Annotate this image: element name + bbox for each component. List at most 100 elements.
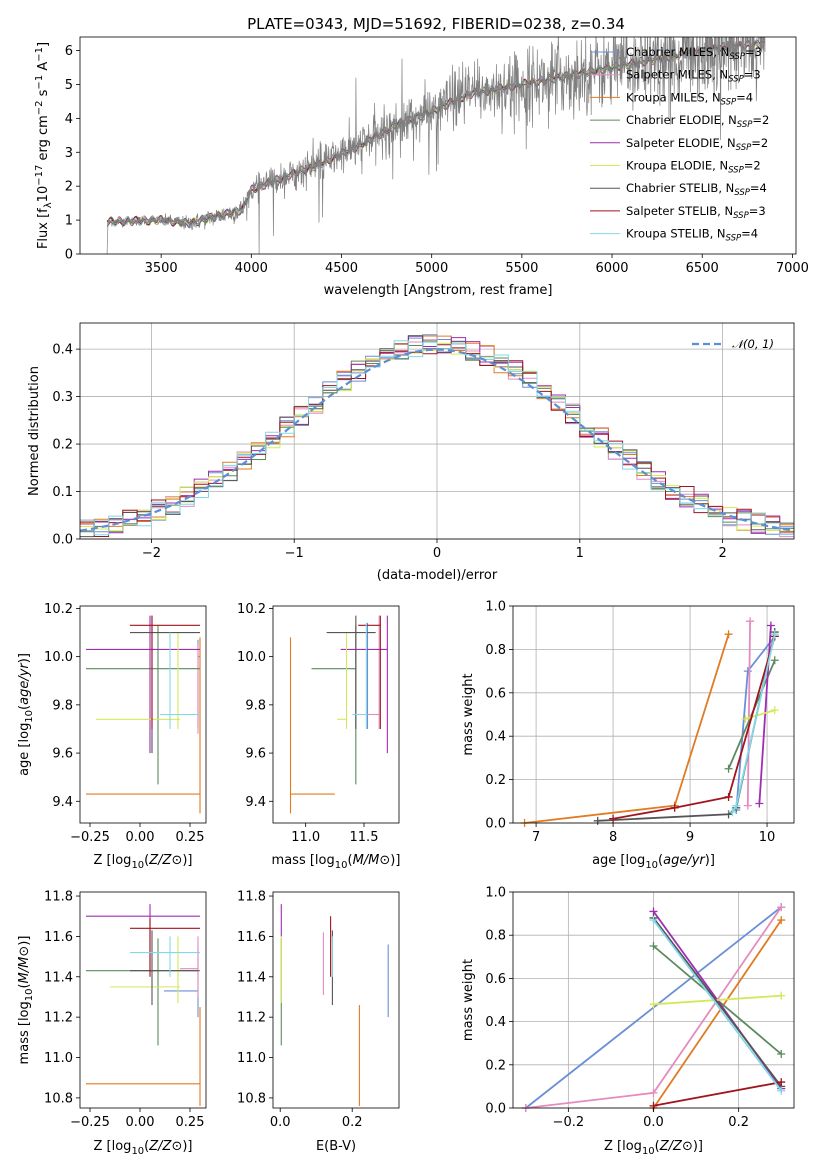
x-tick-label: 1 [576, 546, 584, 561]
data-point-marker [728, 808, 737, 817]
x-tick-label: 10 [759, 830, 776, 845]
y-axis-label-part: 10 [36, 186, 51, 203]
legend-label: Chabrier MILES, NSSP=3 [626, 45, 762, 62]
y-tick-label: 0.2 [485, 773, 506, 788]
y-tick-label: 0.6 [485, 686, 506, 701]
x-axis-label-part: )] [390, 853, 400, 868]
legend-label-part: Salpeter MILES, N [626, 68, 728, 82]
x-axis-label: Z [log10(Z/Z⊙)] [604, 1139, 703, 1157]
data-point-marker [724, 764, 733, 773]
x-axis-label-part: M/M⊙ [353, 853, 391, 868]
legend-label: Chabrier ELODIE, NSSP=2 [626, 113, 769, 130]
x-axis-label-part: Z [log [94, 853, 132, 868]
y-axis-label-part: −1 [34, 47, 45, 62]
x-axis-label-part: Z [log [604, 1139, 642, 1154]
y-axis-label-part: −1 [34, 75, 45, 90]
y-tick-label: 10.2 [44, 602, 73, 617]
y-axis-label-part: λ [43, 202, 54, 208]
y-tick-label: 0.4 [52, 343, 73, 358]
y-tick-label: 11.4 [237, 970, 266, 985]
x-axis-label-part: )] [182, 1139, 192, 1154]
x-axis-label-part: 10 [645, 860, 658, 871]
legend-label: Kroupa MILES, NSSP=4 [626, 90, 753, 107]
y-tick-label: 10.0 [44, 650, 73, 665]
y-axis-label-part: )] [17, 653, 32, 663]
y-tick-label: 9.8 [52, 698, 73, 713]
y-tick-label: 11.6 [237, 930, 266, 945]
x-axis-label-part: )] [182, 853, 192, 868]
residual-histogram [80, 340, 794, 536]
legend-label-part: Salpeter STELIB, N [626, 204, 733, 218]
y-axis-label-part: ( [17, 983, 32, 988]
y-tick-label: 10.8 [44, 1091, 73, 1106]
x-axis-label-part: Z [log [94, 1139, 132, 1154]
y-tick-label: 11.2 [237, 1011, 266, 1026]
x-axis-label: Z [log10(Z/Z⊙)] [94, 1139, 193, 1157]
y-tick-label: 0.2 [485, 1058, 506, 1073]
x-tick-label: 0.2 [728, 1115, 749, 1130]
y-tick-label: 11.8 [237, 890, 266, 905]
mass-weight-line [653, 1081, 782, 1107]
data-point-marker [777, 1078, 786, 1087]
gaussian-curve [79, 348, 795, 532]
data-point-marker [732, 801, 741, 810]
legend-label-part: SSP [726, 234, 742, 244]
x-axis-label-part: )] [693, 1139, 703, 1154]
x-tick-label: −1 [285, 546, 304, 561]
y-axis-label-part: ( [17, 705, 32, 710]
x-tick-label: 0.0 [643, 1115, 664, 1130]
y-tick-label: 9.4 [52, 795, 73, 810]
observed-spectrum-line [106, 37, 766, 254]
x-axis-label-part: ( [144, 853, 149, 868]
y-axis-label: Flux [fλ10−17 erg cm−2 s−1 A−1] [34, 42, 54, 249]
mass-weight-line [652, 919, 782, 1109]
x-axis-label-part: )] [705, 853, 715, 868]
x-tick-label: 0.0 [270, 1115, 291, 1130]
y-axis-label: mass weight [461, 673, 476, 755]
legend-label-part: =2 [751, 136, 768, 150]
y-axis-label-part: 10 [24, 989, 35, 1002]
x-axis-label-part: Z/Z⊙ [148, 1139, 182, 1154]
y-tick-label: 11.0 [44, 1051, 73, 1066]
y-axis-label-part: mass [log [17, 1001, 32, 1064]
x-axis-label-part: Z/Z⊙ [659, 1139, 693, 1154]
x-tick-label: 5000 [415, 261, 448, 276]
mass-weight-line [745, 709, 776, 720]
y-tick-label: 0.1 [52, 485, 73, 500]
x-tick-label: 9 [686, 830, 694, 845]
y-tick-label: 1 [65, 214, 73, 229]
data-point-marker [770, 630, 779, 639]
x-tick-label: 5500 [505, 261, 538, 276]
x-tick-label: −2 [142, 546, 161, 561]
y-axis-label: mass [log10(M/M⊙)] [17, 936, 35, 1065]
massweight-vs-metallicity-panel: −0.2 0.0 0.2 0.0 0.2 0.4 0.6 0.8 1.0 Z [log10(Z/Z… [461, 886, 795, 1157]
legend-label: Kroupa ELODIE, NSSP=2 [626, 159, 761, 176]
legend-label-part: =2 [752, 113, 769, 127]
data-point-marker [649, 1000, 658, 1009]
data-point-marker [593, 816, 602, 825]
data-point-marker [777, 916, 786, 925]
legend-label-part: Kroupa STELIB, N [626, 227, 726, 241]
y-tick-label: 11.6 [44, 930, 73, 945]
data-point-marker [724, 792, 733, 801]
y-axis-label-part: −17 [34, 165, 45, 186]
legend-label-part: Kroupa MILES, N [626, 90, 721, 104]
mass-vs-extinction-panel: 0.0 0.2 10.8 11.0 11.2 11.4 11.6 11.8 E(B-V) [237, 890, 400, 1154]
data-point-marker [770, 656, 779, 665]
data-point-marker [755, 799, 764, 808]
y-tick-label: 11.4 [44, 970, 73, 985]
legend-label-part: =4 [750, 181, 767, 195]
y-tick-label: 9.6 [52, 747, 73, 762]
mass-weight-line [652, 917, 782, 1087]
data-point-marker [777, 1050, 786, 1058]
x-tick-label: −0.25 [70, 1115, 110, 1130]
y-axis-label: age [log10(age/yr)] [17, 653, 35, 776]
x-axis-label: Z [log10(Z/Z⊙)] [94, 853, 193, 871]
axes-frame [79, 36, 797, 255]
y-tick-label: 11.2 [44, 1011, 73, 1026]
y-tick-label: 0.4 [485, 1015, 506, 1030]
y-tick-label: 0.6 [485, 972, 506, 987]
x-tick-label: 6500 [686, 261, 719, 276]
data-point-marker [649, 942, 658, 950]
